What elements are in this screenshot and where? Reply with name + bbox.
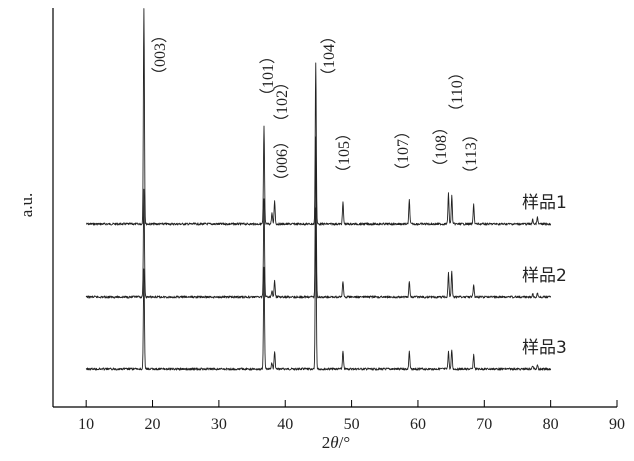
series-line-2 [85,136,552,299]
peak-label: （105） [335,125,353,181]
sample-label-2: 样品2 [522,266,567,286]
x-ticks: 10 20 30 40 50 60 70 80 90 [78,400,625,433]
peak-label: （107） [394,123,412,179]
x-axis-label-symbol: θ [330,433,338,452]
peak-label: （101） [259,48,277,104]
x-tick-label: 60 [410,416,426,433]
series-group [85,8,552,371]
x-tick-label: 40 [277,416,293,433]
series-line-1 [85,8,552,226]
peak-label: （102） [273,74,291,130]
x-axis-label-suffix: /° [339,433,351,452]
sample-labels: 样品1 样品2 样品3 [522,193,567,358]
x-axis-label: 2θ/° [322,433,350,452]
peak-label: （113） [462,126,480,181]
peak-label: （003） [151,27,169,83]
x-tick-label: 70 [476,416,492,433]
peak-label: （108） [432,119,450,175]
sample-label-3: 样品3 [522,338,567,358]
peak-label: （110） [448,64,466,119]
x-tick-label: 30 [211,416,227,433]
x-tick-label: 10 [78,416,94,433]
peak-label: （104） [320,28,338,84]
x-tick-label: 90 [609,416,625,433]
sample-label-1: 样品1 [522,193,567,213]
x-tick-label: 80 [543,416,559,433]
plot-frame [52,8,617,408]
series-line-3 [85,207,552,371]
x-axis-label-prefix: 2 [322,433,331,452]
peak-labels: （003） （101） （006） （102） （104） （105） （107） （108）… [151,27,480,189]
x-tick-label: 20 [145,416,161,433]
peak-label: （006） [273,133,291,189]
x-tick-label: 50 [344,416,360,433]
y-axis-label: a.u. [17,193,36,218]
